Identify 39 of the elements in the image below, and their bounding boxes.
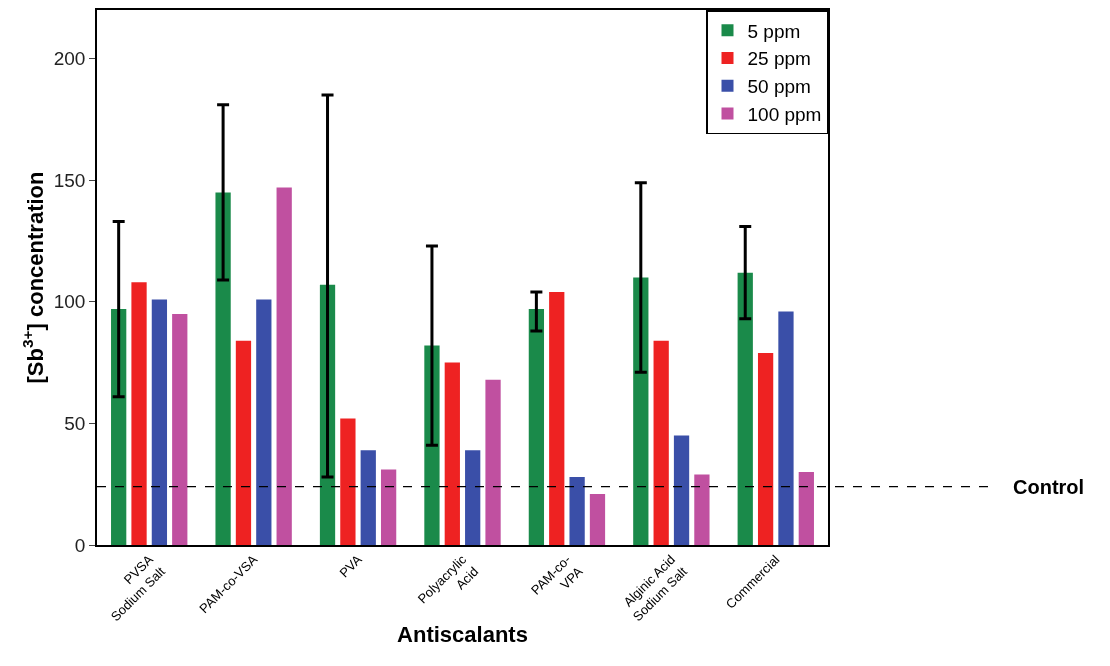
ref-line-label: Control	[1013, 476, 1085, 498]
bar	[111, 309, 127, 545]
y-tick-label: 200	[53, 48, 86, 70]
bar	[757, 352, 774, 545]
bar	[256, 299, 272, 545]
y-tick-label: 150	[53, 169, 86, 191]
bar	[485, 379, 501, 545]
bar	[778, 311, 794, 545]
bar	[633, 277, 649, 545]
bar	[465, 450, 481, 545]
bar	[798, 472, 814, 545]
bar	[737, 272, 753, 545]
legend-label: 25 ppm	[747, 48, 811, 70]
bar	[172, 313, 188, 545]
x-tick-label: PVA	[336, 551, 366, 581]
y-tick-label: 100	[53, 291, 86, 313]
bar	[360, 450, 376, 545]
legend-label: 100 ppm	[747, 103, 822, 125]
bar	[131, 282, 147, 545]
bar	[673, 435, 690, 545]
bar	[569, 476, 585, 545]
bar	[589, 493, 606, 545]
bar	[380, 469, 397, 545]
bar	[528, 309, 545, 545]
bar	[235, 340, 252, 545]
legend-label: 5 ppm	[747, 20, 801, 42]
x-axis-title: Antiscalants	[397, 622, 528, 648]
bar	[151, 299, 168, 545]
bar	[444, 362, 460, 545]
bar	[653, 340, 669, 545]
bar	[340, 418, 356, 545]
bar	[549, 292, 565, 545]
y-tick-label: 0	[74, 534, 86, 556]
y-tick-label: 50	[64, 413, 86, 435]
bar	[215, 192, 231, 545]
bar	[276, 187, 292, 545]
legend-label: 50 ppm	[747, 76, 811, 98]
bar	[424, 345, 440, 545]
bar	[694, 474, 710, 545]
